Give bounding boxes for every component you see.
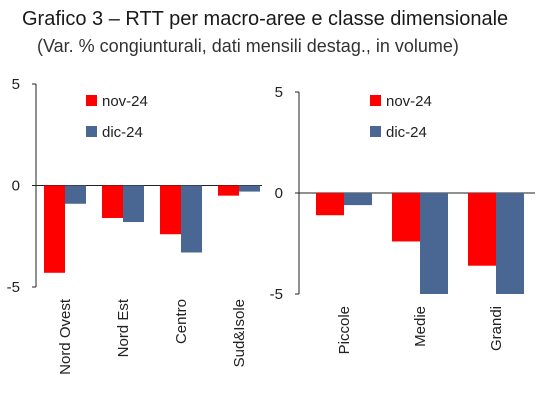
- bar-nov-2: [468, 193, 496, 266]
- category-label: Piccole: [336, 306, 353, 354]
- bar-dic-2: [181, 185, 202, 253]
- y-tick-label: 0: [275, 185, 283, 202]
- chart-subtitle: (Var. % congiunturali, dati mensili dest…: [37, 36, 459, 56]
- bar-dic-1: [420, 193, 448, 294]
- bar-dic-0: [344, 193, 372, 206]
- legend-label-nov: nov-24: [386, 93, 432, 110]
- bar-nov-3: [218, 185, 239, 196]
- chart-title: Grafico 3 – RTT per macro-aree e classe …: [22, 8, 509, 30]
- bar-dic-3: [239, 185, 260, 192]
- y-tick-label: 5: [12, 76, 20, 93]
- y-tick-label: 5: [275, 84, 283, 101]
- category-label: Nord Est: [115, 298, 132, 357]
- bar-dic-0: [65, 185, 86, 204]
- legend-swatch-dic: [370, 126, 381, 137]
- legend-label-dic: dic-24: [102, 124, 143, 141]
- category-label: Grandi: [488, 306, 505, 351]
- category-label: Medie: [412, 306, 429, 347]
- y-tick-label: 0: [12, 178, 20, 195]
- y-tick-label: -5: [7, 279, 20, 296]
- bar-nov-1: [102, 185, 123, 218]
- category-label: Sud&Isole: [231, 299, 248, 367]
- y-tick-label: -5: [270, 286, 283, 303]
- bar-nov-1: [392, 193, 420, 242]
- legend-label-dic: dic-24: [386, 124, 427, 141]
- legend-swatch-nov: [86, 95, 97, 106]
- bar-dic-1: [123, 185, 144, 223]
- category-label: Nord Ovest: [57, 298, 74, 375]
- bar-dic-2: [496, 193, 524, 294]
- legend-label-nov: nov-24: [102, 93, 148, 110]
- bar-nov-2: [160, 185, 181, 235]
- bar-nov-0: [316, 193, 344, 216]
- bar-nov-0: [44, 185, 65, 273]
- category-label: Centro: [173, 299, 190, 344]
- legend-swatch-nov: [370, 95, 381, 106]
- chart-classe-dimensionale: 5 0 -5 Piccole Medie Grandi nov-24 dic-24: [270, 84, 535, 354]
- legend-swatch-dic: [86, 126, 97, 137]
- chart-macro-aree: 5 0 -5 Nord Ovest Nord Est Centro Sud&Isole nov…: [7, 76, 262, 375]
